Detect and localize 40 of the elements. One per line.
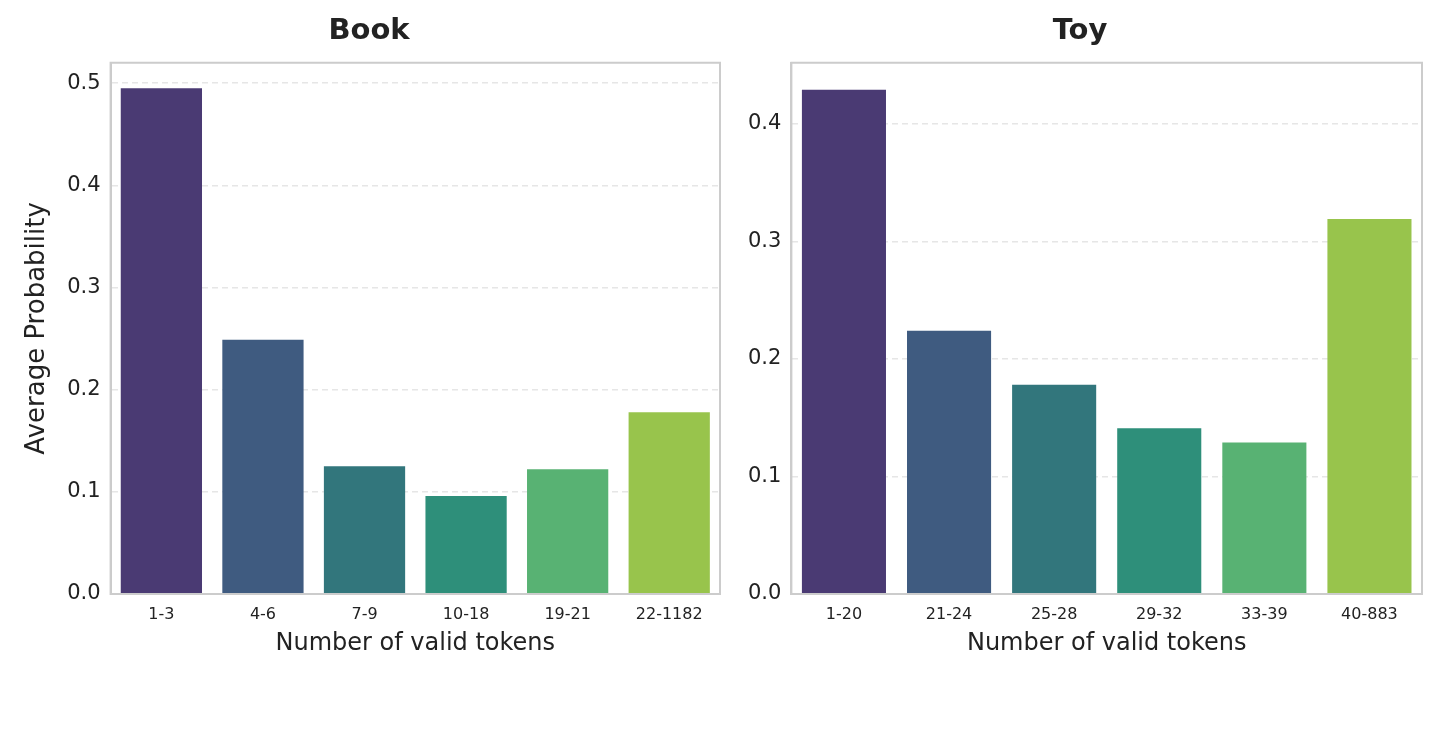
- x-tick-label: 1-3: [148, 603, 175, 623]
- x-tick-label: 10-18: [442, 603, 490, 623]
- chart-title: Book: [328, 11, 411, 46]
- y-tick-label: 0.4: [67, 171, 101, 196]
- x-tick-label: 4-6: [249, 603, 277, 623]
- y-tick-label: 0.0: [747, 580, 782, 605]
- x-axis-title: Number of valid tokens: [275, 627, 556, 656]
- x-tick-label: 33-39: [1241, 603, 1288, 623]
- x-axis-title: Number of valid tokens: [966, 627, 1247, 656]
- y-tick-label: 0.1: [747, 462, 782, 487]
- bar: [527, 469, 609, 594]
- y-tick-label: 0.5: [67, 69, 101, 94]
- x-tick-label: 22-1182: [635, 603, 703, 623]
- x-tick-label: 7-9: [351, 603, 378, 623]
- bar: [222, 339, 304, 594]
- bar: [323, 466, 406, 594]
- x-tick-label: 40-883: [1341, 603, 1398, 623]
- bar: [907, 330, 992, 594]
- y-tick-label: 0.3: [747, 227, 782, 252]
- y-tick-label: 0.1: [67, 478, 101, 503]
- y-tick-label: 0.0: [67, 580, 101, 605]
- chart-title: Toy: [1052, 11, 1108, 46]
- bar: [425, 495, 507, 594]
- x-tick-label: 25-28: [1030, 603, 1078, 623]
- bar: [1222, 442, 1307, 594]
- y-axis-title: Average Probability: [20, 202, 51, 455]
- x-tick-label: 21-24: [925, 603, 973, 623]
- y-tick-label: 0.3: [67, 273, 101, 298]
- bar: [628, 412, 710, 594]
- y-tick-label: 0.2: [67, 376, 101, 401]
- bar: [120, 88, 203, 594]
- x-tick-label: 1-20: [825, 603, 863, 623]
- bar: [1117, 428, 1202, 594]
- bar: [801, 89, 886, 594]
- y-tick-label: 0.2: [747, 345, 782, 370]
- bar: [1012, 384, 1097, 594]
- x-tick-label: 19-21: [544, 603, 591, 623]
- x-tick-label: 29-32: [1136, 603, 1183, 623]
- bar: [1327, 219, 1412, 594]
- y-tick-label: 0.4: [747, 110, 782, 135]
